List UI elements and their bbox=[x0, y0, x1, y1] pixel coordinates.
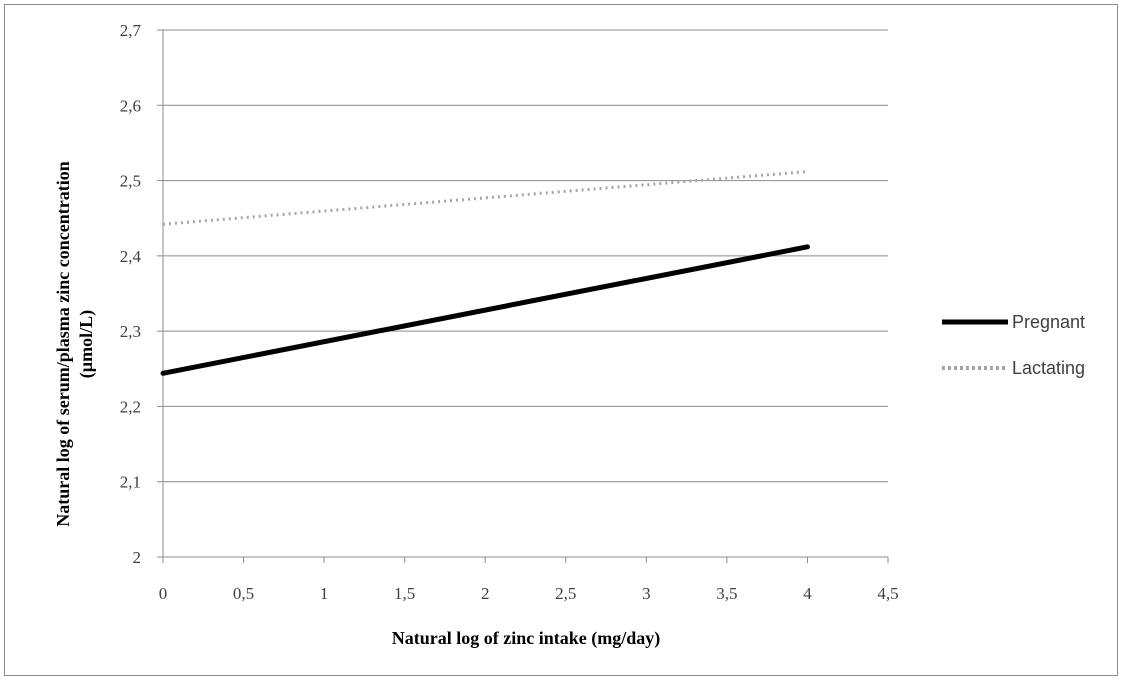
legend-label-pregnant: Pregnant bbox=[1012, 312, 1085, 332]
x-tick-label: 1,5 bbox=[394, 584, 415, 603]
y-tick-label: 2,4 bbox=[120, 247, 142, 266]
y-tick-label: 2,7 bbox=[120, 21, 142, 40]
legend-label-lactating: Lactating bbox=[1012, 358, 1085, 378]
chart-frame bbox=[4, 4, 1118, 676]
x-tick-label: 1 bbox=[320, 584, 329, 603]
y-tick-label: 2,5 bbox=[120, 172, 141, 191]
x-tick-label: 3,5 bbox=[716, 584, 737, 603]
x-tick-label: 0 bbox=[159, 584, 168, 603]
x-axis-title: Natural log of zinc intake (mg/day) bbox=[392, 628, 660, 649]
series-line-pregnant bbox=[160, 244, 810, 376]
series-lines bbox=[160, 170, 810, 376]
axes bbox=[157, 29, 889, 563]
x-tick-label: 2 bbox=[481, 584, 490, 603]
legend: Pregnant Lactating bbox=[942, 312, 1085, 378]
x-tick-label: 0,5 bbox=[233, 584, 254, 603]
x-tick-label: 2,5 bbox=[555, 584, 576, 603]
x-tick-label: 3 bbox=[642, 584, 651, 603]
series-line-lactating bbox=[162, 170, 808, 226]
y-tick-label: 2 bbox=[133, 548, 142, 567]
y-tick-label: 2,2 bbox=[120, 397, 141, 416]
x-tick-label: 4 bbox=[803, 584, 812, 603]
y-tick-label: 2,6 bbox=[120, 96, 141, 115]
x-tick-label: 4,5 bbox=[877, 584, 898, 603]
y-tick-label: 2,1 bbox=[120, 473, 141, 492]
y-axis-title-line1: Natural log of serum/plasma zinc concent… bbox=[53, 161, 73, 526]
gridlines bbox=[163, 29, 888, 483]
y-axis-title-line2: (µmol/L) bbox=[76, 310, 97, 378]
x-tick-labels: 0 0,5 1 1,5 2 2,5 3 3,5 4 4,5 bbox=[159, 584, 899, 603]
y-tick-label: 2,3 bbox=[120, 322, 141, 341]
y-tick-labels: 2 2,1 2,2 2,3 2,4 2,5 2,6 2,7 bbox=[120, 21, 142, 567]
